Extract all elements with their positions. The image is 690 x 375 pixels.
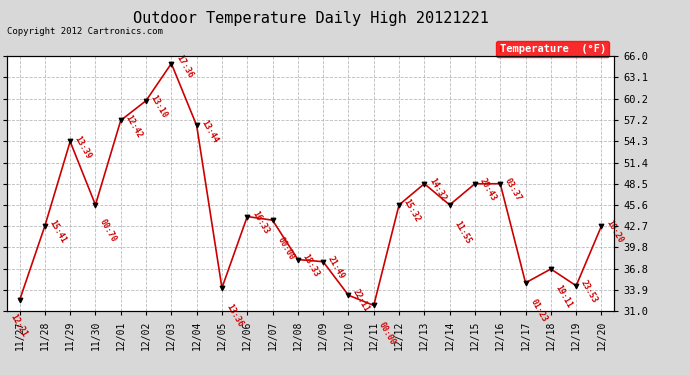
Point [393,202,404,208]
Text: 19:11: 19:11 [553,284,574,310]
Point [317,259,328,265]
Point [571,283,582,289]
Text: 13:39: 13:39 [73,134,93,160]
Text: 00:00: 00:00 [275,235,295,261]
Point [343,292,354,298]
Point [241,213,253,219]
Point [419,181,430,187]
Text: 12:42: 12:42 [124,113,144,139]
Text: 15:41: 15:41 [48,219,68,245]
Text: 11:55: 11:55 [453,220,473,246]
Text: 15:32: 15:32 [402,198,422,224]
Point [469,181,480,187]
Text: Copyright 2012 Cartronics.com: Copyright 2012 Cartronics.com [7,27,163,36]
Point [90,202,101,208]
Text: 10:20: 10:20 [604,219,624,245]
Point [368,302,380,308]
Point [267,217,278,223]
Point [293,256,304,262]
Point [14,297,25,303]
Point [495,181,506,187]
Point [141,98,152,104]
Text: 03:37: 03:37 [503,177,523,203]
Text: 00:70: 00:70 [98,217,119,243]
Text: 23:53: 23:53 [579,279,599,304]
Point [520,280,531,286]
Text: 12:21: 12:21 [8,312,29,339]
Text: 21:49: 21:49 [326,254,346,280]
Text: 13:36: 13:36 [225,303,245,329]
Text: 16:33: 16:33 [250,209,270,236]
Text: 13:44: 13:44 [199,118,219,144]
Text: 22:11: 22:11 [351,288,371,314]
Text: 13:10: 13:10 [149,93,169,120]
Point [545,266,556,272]
Point [115,117,126,123]
Point [65,138,76,144]
Point [444,202,455,208]
Text: Outdoor Temperature Daily High 20121221: Outdoor Temperature Daily High 20121221 [132,11,489,26]
Text: 14:32: 14:32 [427,177,447,203]
Legend: Temperature  (°F): Temperature (°F) [496,41,609,57]
Point [217,285,228,291]
Text: 01:23: 01:23 [529,298,549,324]
Text: 17:36: 17:36 [174,54,195,80]
Text: 00:00: 00:00 [377,320,397,346]
Point [596,223,607,229]
Point [191,123,202,129]
Point [39,223,50,229]
Text: 18:33: 18:33 [301,252,321,278]
Text: 20:43: 20:43 [477,177,498,203]
Point [166,60,177,66]
